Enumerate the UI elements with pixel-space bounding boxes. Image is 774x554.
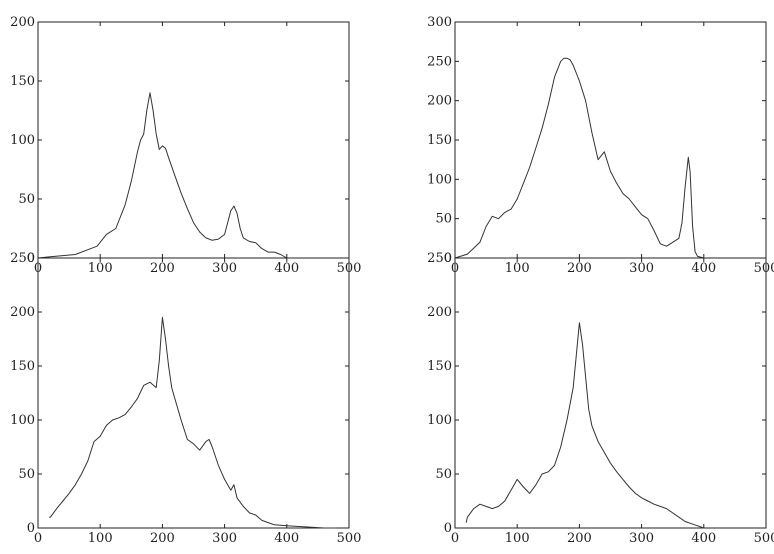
y-tick-label: 100 [427, 172, 452, 187]
y-tick-label: 150 [10, 359, 35, 374]
x-tick-label: 300 [212, 261, 237, 276]
histogram-curve [37, 92, 349, 259]
histogram-panel-bottom-left: 0 100 200 300 400 500 0 50 100 150 200 250 [10, 251, 361, 546]
y-tick-label: 300 [427, 15, 452, 30]
x-tick-label: 0 [34, 531, 42, 546]
y-tick-label: 100 [10, 413, 35, 428]
histogram-curve [454, 57, 766, 259]
y-tick-label: 50 [435, 212, 452, 227]
y-tick-label: 0 [27, 521, 35, 536]
y-tick-label: 150 [10, 74, 35, 89]
y-tick-label: 0 [27, 251, 35, 266]
x-tick-label: 200 [150, 531, 175, 546]
y-tick-label: 0 [444, 521, 452, 536]
y-tick-label: 200 [427, 305, 452, 320]
x-tick-label: 500 [754, 261, 774, 276]
y-tick-label: 150 [427, 359, 452, 374]
x-tick-label: 400 [274, 261, 299, 276]
x-tick-label: 400 [691, 261, 716, 276]
histogram-curve [465, 322, 704, 529]
plot-frame [454, 257, 767, 529]
y-tick-label: 50 [435, 467, 452, 482]
y-tick-label: 50 [18, 192, 35, 207]
x-tick-label: 100 [505, 531, 530, 546]
x-tick-label: 500 [337, 531, 362, 546]
histogram-panel-bottom-right: 0 100 200 300 400 500 0 50 100 150 200 250 [427, 251, 774, 546]
y-tick-label: 50 [18, 467, 35, 482]
y-tick-label: 100 [427, 413, 452, 428]
x-tick-label: 300 [629, 531, 654, 546]
y-tick-label: 250 [427, 54, 452, 69]
x-tick-label: 100 [88, 531, 113, 546]
x-tick-label: 300 [629, 261, 654, 276]
x-tick-label: 200 [567, 261, 592, 276]
y-tick-label: 150 [427, 133, 452, 148]
y-tick-label: 250 [427, 251, 452, 266]
x-tick-label: 0 [451, 531, 459, 546]
x-tick-label: 500 [754, 531, 774, 546]
x-tick-label: 200 [150, 261, 175, 276]
y-tick-label: 100 [10, 133, 35, 148]
x-tick-label: 100 [505, 261, 530, 276]
x-tick-label: 200 [567, 531, 592, 546]
y-tick-label: 200 [427, 94, 452, 109]
histogram-curve [49, 316, 337, 529]
y-tick-label: 200 [10, 305, 35, 320]
plot-frame [37, 257, 350, 529]
y-tick-label: 0 [444, 251, 452, 266]
x-tick-label: 400 [691, 531, 716, 546]
x-tick-label: 400 [274, 531, 299, 546]
y-tick-label: 250 [10, 251, 35, 266]
x-tick-label: 300 [212, 531, 237, 546]
histogram-panel-top-right: 0100200300400500050100150200250300 [427, 15, 774, 276]
x-tick-label: 100 [88, 261, 113, 276]
y-tick-label: 200 [10, 15, 35, 30]
plot-frame [454, 21, 767, 259]
